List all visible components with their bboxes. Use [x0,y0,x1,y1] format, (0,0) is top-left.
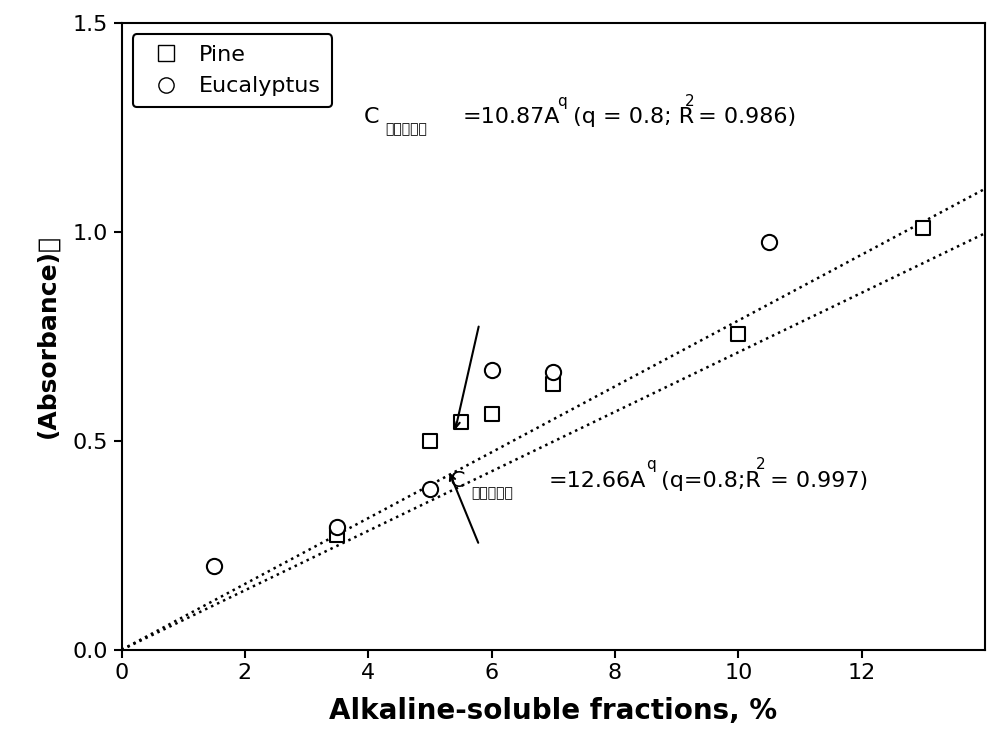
X-axis label: Alkaline-soluble fractions, %: Alkaline-soluble fractions, % [329,697,777,725]
Eucalyptus [484,364,500,376]
Text: = 0.986): = 0.986) [691,107,797,127]
Pine [915,222,931,234]
Pine [730,328,746,341]
Pine [453,416,469,428]
Text: C: C [363,107,379,127]
Text: (q=0.8;R: (q=0.8;R [654,470,761,491]
Text: q: q [646,458,655,473]
Text: q: q [558,94,567,109]
Pine [545,378,561,390]
Text: 2: 2 [756,458,766,473]
Text: 碱溶性物质: 碱溶性物质 [385,122,427,137]
Text: 碱溶性物质: 碱溶性物质 [471,486,513,500]
Text: 2: 2 [685,94,694,109]
Legend: Pine, Eucalyptus: Pine, Eucalyptus [133,34,332,107]
Text: (q = 0.8; R: (q = 0.8; R [566,107,694,127]
Pine [422,435,438,447]
Eucalyptus [761,236,777,248]
Text: =10.87A: =10.87A [463,107,560,127]
Text: =12.66A: =12.66A [549,470,646,491]
Text: C: C [450,470,465,491]
Text: = 0.997): = 0.997) [763,470,868,491]
Pine [484,408,500,420]
Eucalyptus [422,483,438,495]
Eucalyptus [206,560,222,572]
Y-axis label: (Absorbance)ᴯ: (Absorbance)ᴯ [35,234,59,439]
Pine [329,528,345,541]
Eucalyptus [329,520,345,532]
Eucalyptus [545,366,561,378]
